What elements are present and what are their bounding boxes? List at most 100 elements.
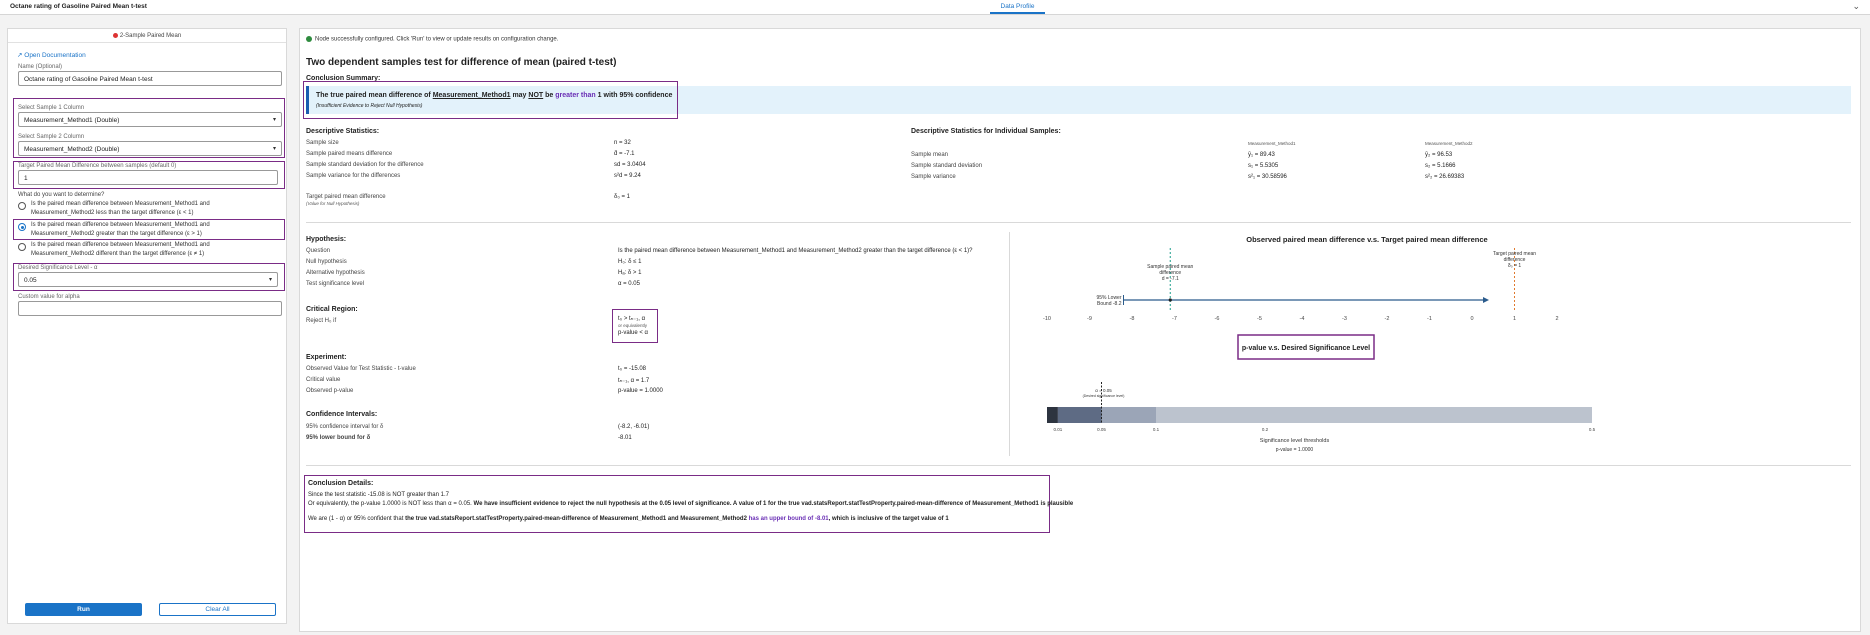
custom-alpha-label: Custom value for alpha xyxy=(18,294,80,300)
sig-segment xyxy=(1057,407,1102,423)
chart2-xlabel: Significance level thresholds xyxy=(1260,438,1330,444)
sample2-select[interactable]: Measurement_Method2 (Double) ▾ xyxy=(18,141,282,156)
individual-stats-heading: Descriptive Statistics for Individual Sa… xyxy=(911,128,1061,135)
chart2-title: p-value v.s. Desired Significance Level xyxy=(1242,345,1370,352)
concl-part: The true paired mean difference of xyxy=(316,92,433,99)
sig-segment xyxy=(1101,407,1156,423)
sample1-label: Select Sample 1 Column xyxy=(18,105,85,111)
radio-different[interactable] xyxy=(18,243,26,251)
sig-tick-label: 0.5 xyxy=(1589,427,1596,432)
caret-down-icon: ▾ xyxy=(268,277,272,283)
descriptive-stats-heading: Descriptive Statistics: xyxy=(306,128,380,135)
clear-all-button[interactable]: Clear All xyxy=(159,603,276,616)
hyp-label: Null hypothesis xyxy=(306,259,347,265)
sig-segment xyxy=(1047,407,1058,423)
chart2-title-box xyxy=(1237,334,1375,360)
x-tick-label: -4 xyxy=(1300,316,1305,322)
indiv-v1: s₁ = 5.5305 xyxy=(1248,163,1279,169)
significance-select[interactable]: 0.05 ▾ xyxy=(18,272,278,287)
chevron-down-icon[interactable]: ⌄ xyxy=(1852,1,1860,11)
sig-tick-label: 0.1 xyxy=(1153,427,1160,432)
concl-part: 1 with 95% confidence xyxy=(595,92,673,99)
conclusion-summary-heading: Conclusion Summary: xyxy=(306,75,381,82)
sample2-value: Measurement_Method2 (Double) xyxy=(24,146,120,153)
x-tick-label: -8 xyxy=(1130,316,1135,322)
top-bar: Octane rating of Gasoline Paired Mean t-… xyxy=(0,0,1870,15)
tab-data-profile[interactable]: Data Profile xyxy=(1000,3,1035,10)
target-label: Target Paired Mean Difference between sa… xyxy=(18,163,177,169)
hyp-value: Is the paired mean difference between Me… xyxy=(618,248,973,254)
error-status-icon xyxy=(112,33,118,38)
details-line2: Or equivalently, the p-value 1.0000 is N… xyxy=(308,501,1073,507)
conclusion-subtext: (Insufficient Evidence to Reject Null Hy… xyxy=(316,103,423,109)
option-less-line2: Measurement_Method2 less than the target… xyxy=(31,209,194,216)
x-tick-label: -10 xyxy=(1043,316,1051,322)
config-panel: 2-Sample Paired Mean ↗ Open Documentatio… xyxy=(7,28,287,624)
exp-label: Observed Value for Test Statistic - t-va… xyxy=(306,366,416,372)
x-tick-label: -7 xyxy=(1172,316,1177,322)
doc-link-label: Open Documentation xyxy=(24,52,86,59)
indiv-v2: s²₂ = 26.69383 xyxy=(1425,174,1465,180)
chart1-title: Observed paired mean difference v.s. Tar… xyxy=(1246,235,1487,244)
question-label: What do you want to determine? xyxy=(18,192,105,198)
lower-bound-label: Bound -8.2 xyxy=(1097,301,1122,307)
custom-alpha-input[interactable] xyxy=(18,301,282,316)
option-different-line1: Is the paired mean difference between Me… xyxy=(31,242,210,248)
hyp-label: Question xyxy=(306,248,331,254)
option-different[interactable]: Is the paired mean difference between Me… xyxy=(18,241,278,258)
highlight-details xyxy=(304,475,1050,533)
radio-greater-selected[interactable] xyxy=(18,223,26,231)
sample2-label: Select Sample 2 Column xyxy=(18,134,85,140)
results-panel: Node successfully configured. Click 'Run… xyxy=(299,28,1861,632)
sig-tick-label: 0.2 xyxy=(1262,427,1269,432)
conclusion-text: The true paired mean difference of Measu… xyxy=(316,92,672,99)
name-input[interactable]: Octane rating of Gasoline Paired Mean t-… xyxy=(18,71,282,86)
option-greater-than[interactable]: Is the paired mean difference between Me… xyxy=(18,221,278,238)
highlight-option xyxy=(13,219,285,240)
exp-label: Observed p-value xyxy=(306,388,354,394)
x-tick-label: -5 xyxy=(1257,316,1262,322)
concl-part: be xyxy=(543,92,556,99)
sample1-select[interactable]: Measurement_Method1 (Double) ▾ xyxy=(18,112,282,127)
target-input[interactable]: 1 xyxy=(18,170,278,185)
x-tick-label: -2 xyxy=(1385,316,1390,322)
x-tick-label: 0 xyxy=(1470,316,1473,322)
sample-mean-point xyxy=(1168,298,1172,302)
ci-heading: Confidence Intervals: xyxy=(306,411,378,418)
external-link-icon: ↗ xyxy=(17,52,23,59)
run-button[interactable]: Run xyxy=(25,603,142,616)
option-different-line2: Measurement_Method2 different than the t… xyxy=(31,250,205,257)
concl-part: may xyxy=(510,92,529,99)
ci-label: 95% lower bound for δ xyxy=(306,435,371,441)
success-icon xyxy=(306,36,312,42)
alpha-label: α = 0.05 xyxy=(1095,388,1112,393)
ci-label: 95% confidence interval for δ xyxy=(306,424,384,430)
desc-value: sd = 3.0404 xyxy=(614,162,646,168)
charts-svg: Observed paired mean difference v.s. Tar… xyxy=(1043,235,1596,453)
sig-segment xyxy=(1156,407,1265,423)
conclusion-details-heading: Conclusion Details: xyxy=(308,480,374,487)
pvalue-label: p-value = 1.0000 xyxy=(1276,447,1314,453)
x-tick-label: 1 xyxy=(1513,316,1516,322)
x-tick-label: -6 xyxy=(1215,316,1220,322)
radio-less[interactable] xyxy=(18,202,26,210)
concl-direction: greater than xyxy=(555,92,596,99)
caret-down-icon: ▾ xyxy=(272,146,276,152)
hyp-value: H₀: δ ≤ 1 xyxy=(618,259,642,265)
desc-label: Sample variance for the differences xyxy=(306,173,401,179)
x-tick-label: -3 xyxy=(1342,316,1347,322)
open-documentation-link[interactable]: ↗ Open Documentation xyxy=(17,51,86,59)
desc-value: n = 32 xyxy=(614,140,631,146)
target-label: Target paired mean xyxy=(1493,251,1536,257)
divider xyxy=(306,222,1851,223)
sig-tick-label: 0.05 xyxy=(1097,427,1106,432)
concl-not: NOT xyxy=(528,92,544,99)
details-line1: Since the test statistic -15.08 is NOT g… xyxy=(308,492,449,498)
indiv-v2: s₂ = 5.1666 xyxy=(1425,163,1456,169)
hyp-label: Test significance level xyxy=(306,281,365,287)
indiv-col2: Measurement_Method2 xyxy=(1425,141,1473,146)
indiv-col1: Measurement_Method1 xyxy=(1248,141,1296,146)
desc-label: Sample size xyxy=(306,140,339,146)
crit-line1: t₀ > tₙ₋₁, α xyxy=(618,316,646,322)
option-less-than[interactable]: Is the paired mean difference between Me… xyxy=(18,200,278,217)
